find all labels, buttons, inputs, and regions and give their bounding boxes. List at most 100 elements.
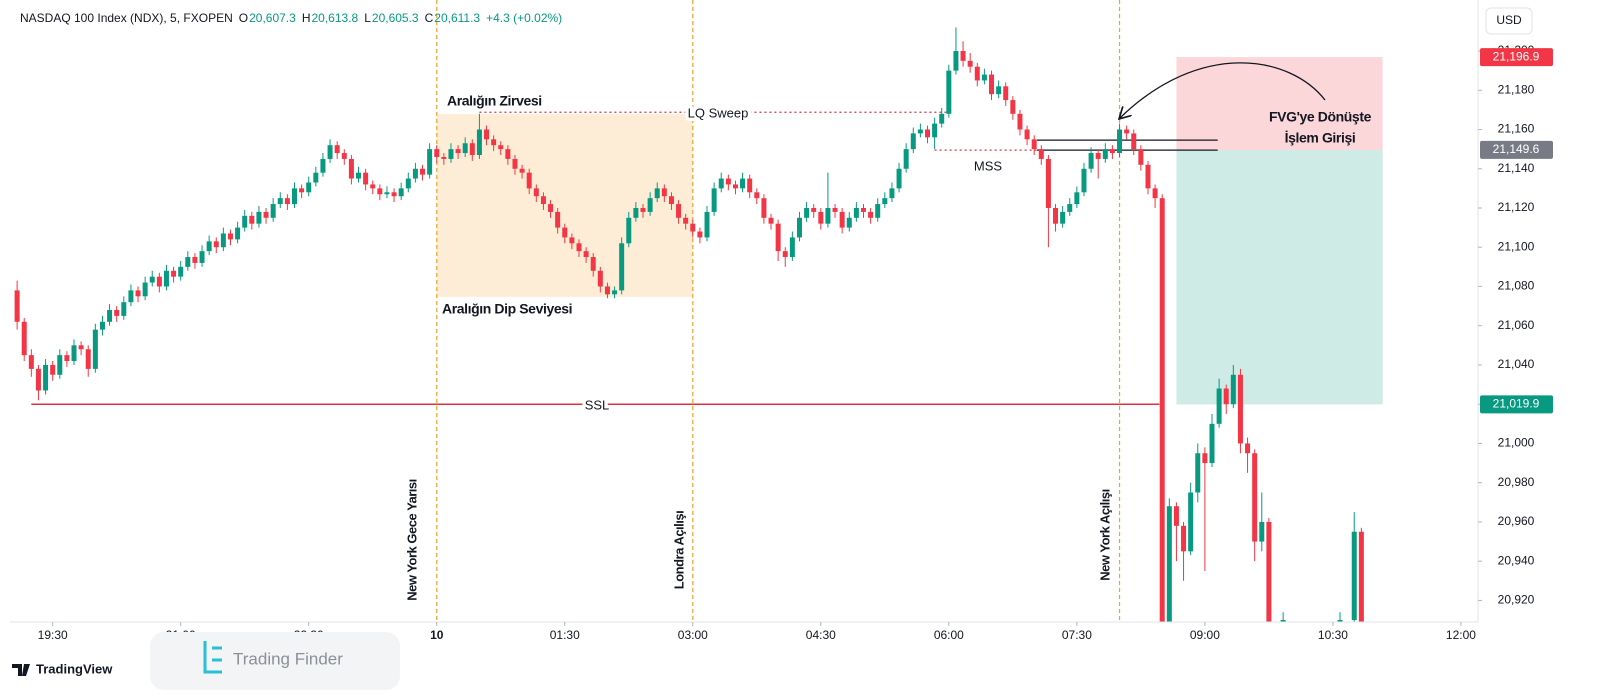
x-tick-label: 09:00 xyxy=(1190,628,1220,642)
candle-body xyxy=(661,188,667,197)
candle-body xyxy=(185,257,191,267)
candle-body xyxy=(1195,453,1201,493)
candle-body xyxy=(903,149,909,169)
candle-body xyxy=(519,168,525,173)
candle-body xyxy=(989,74,995,95)
candle-body xyxy=(313,172,319,183)
candle-body xyxy=(235,227,241,240)
stop-zone xyxy=(1176,57,1383,150)
candle-body xyxy=(711,188,717,212)
candle-body xyxy=(1259,521,1265,542)
candle-body xyxy=(910,133,916,150)
candle-body xyxy=(704,211,710,238)
candle-body xyxy=(512,158,518,169)
candle-body xyxy=(256,211,262,224)
plot-area xyxy=(14,0,1383,622)
candle-body xyxy=(21,321,27,356)
header-text: H xyxy=(302,11,311,25)
candle-body xyxy=(782,251,788,258)
currency-button[interactable] xyxy=(1485,7,1533,35)
candle-body xyxy=(676,204,682,218)
candle-body xyxy=(967,60,973,67)
header-text: +4.3 (+0.02%) xyxy=(486,11,562,25)
y-tick-label: 21,120 xyxy=(1498,200,1535,214)
candle-body xyxy=(1053,207,1059,224)
candle-body xyxy=(427,149,433,175)
candle-body xyxy=(640,207,646,212)
level-label: SSL xyxy=(585,397,610,412)
candle-body xyxy=(28,355,34,369)
candle-body xyxy=(1152,188,1158,199)
candle-body xyxy=(1280,620,1286,622)
candle-body xyxy=(1266,521,1272,622)
candle-body xyxy=(1124,129,1130,134)
session-label: Londra Açılışı xyxy=(671,511,686,589)
candle-body xyxy=(263,211,269,218)
candle-body xyxy=(725,178,731,185)
candle-body xyxy=(740,178,746,189)
candle-body xyxy=(1038,149,1044,159)
candle-body xyxy=(576,243,582,252)
candle-body xyxy=(505,149,511,159)
watermark-icon xyxy=(203,641,222,674)
y-tick-label: 20,920 xyxy=(1498,593,1535,607)
header-text: 20,611.3 xyxy=(434,11,480,25)
candle-body xyxy=(1067,204,1073,212)
y-tick-label: 20,940 xyxy=(1498,553,1535,567)
candle-body xyxy=(597,270,603,287)
header-text: 20,613.8 xyxy=(311,11,358,25)
y-tick-label: 21,180 xyxy=(1498,82,1535,96)
candle-body xyxy=(1209,423,1215,464)
candle-body xyxy=(220,233,226,248)
candle-body xyxy=(768,217,774,224)
candle-body xyxy=(1188,492,1194,552)
candle-body xyxy=(868,211,874,218)
candle-body xyxy=(363,172,369,185)
range-high-label: Aralığın Zirvesi xyxy=(447,93,542,109)
candle-body xyxy=(953,51,959,71)
header-text: L xyxy=(364,11,371,25)
y-tick-label: 21,060 xyxy=(1498,318,1535,332)
candle-body xyxy=(35,368,41,391)
candle-body xyxy=(242,215,248,228)
price-badge-label: 21,019.9 xyxy=(1493,397,1540,411)
candle-body xyxy=(405,178,411,189)
candle-body xyxy=(1102,149,1108,159)
candle-body xyxy=(939,113,945,124)
watermark: Trading Finder xyxy=(233,649,343,668)
candle-body xyxy=(1145,164,1151,189)
x-tick-label: 12:00 xyxy=(1446,628,1476,642)
candle-body xyxy=(491,139,497,146)
candle-body xyxy=(455,149,461,154)
y-tick-label: 20,980 xyxy=(1498,475,1535,489)
y-tick-label: 21,100 xyxy=(1498,239,1535,253)
candle-body xyxy=(562,227,568,238)
candle-body xyxy=(540,196,546,205)
position-label: FVG'ye Dönüşte xyxy=(1269,109,1372,125)
candle-body xyxy=(178,266,184,277)
candle-body xyxy=(1166,506,1172,622)
candle-body xyxy=(1095,153,1101,159)
candle-body xyxy=(1031,139,1037,150)
candle-body xyxy=(612,290,618,295)
candle-body xyxy=(356,172,362,179)
range-box xyxy=(436,114,693,297)
candle-body xyxy=(412,168,418,179)
y-tick-label: 21,000 xyxy=(1498,436,1535,450)
axes: 20,92020,94020,96020,98021,00021,02021,0… xyxy=(38,43,1535,642)
candle-body xyxy=(1252,453,1258,542)
header-text: 20,607.3 xyxy=(249,11,296,25)
session-label: New York Açılışı xyxy=(1097,489,1112,580)
candle-body xyxy=(92,329,98,369)
candle-body xyxy=(789,237,795,258)
candle-body xyxy=(555,211,561,228)
candle-body xyxy=(619,243,625,291)
candle-body xyxy=(270,204,276,218)
candle-body xyxy=(348,158,354,179)
candle-body xyxy=(1173,506,1179,526)
candle-body xyxy=(647,198,653,212)
level-label: MSS xyxy=(974,158,1003,173)
candle-body xyxy=(284,198,290,205)
currency[interactable]: USD xyxy=(1496,13,1522,27)
